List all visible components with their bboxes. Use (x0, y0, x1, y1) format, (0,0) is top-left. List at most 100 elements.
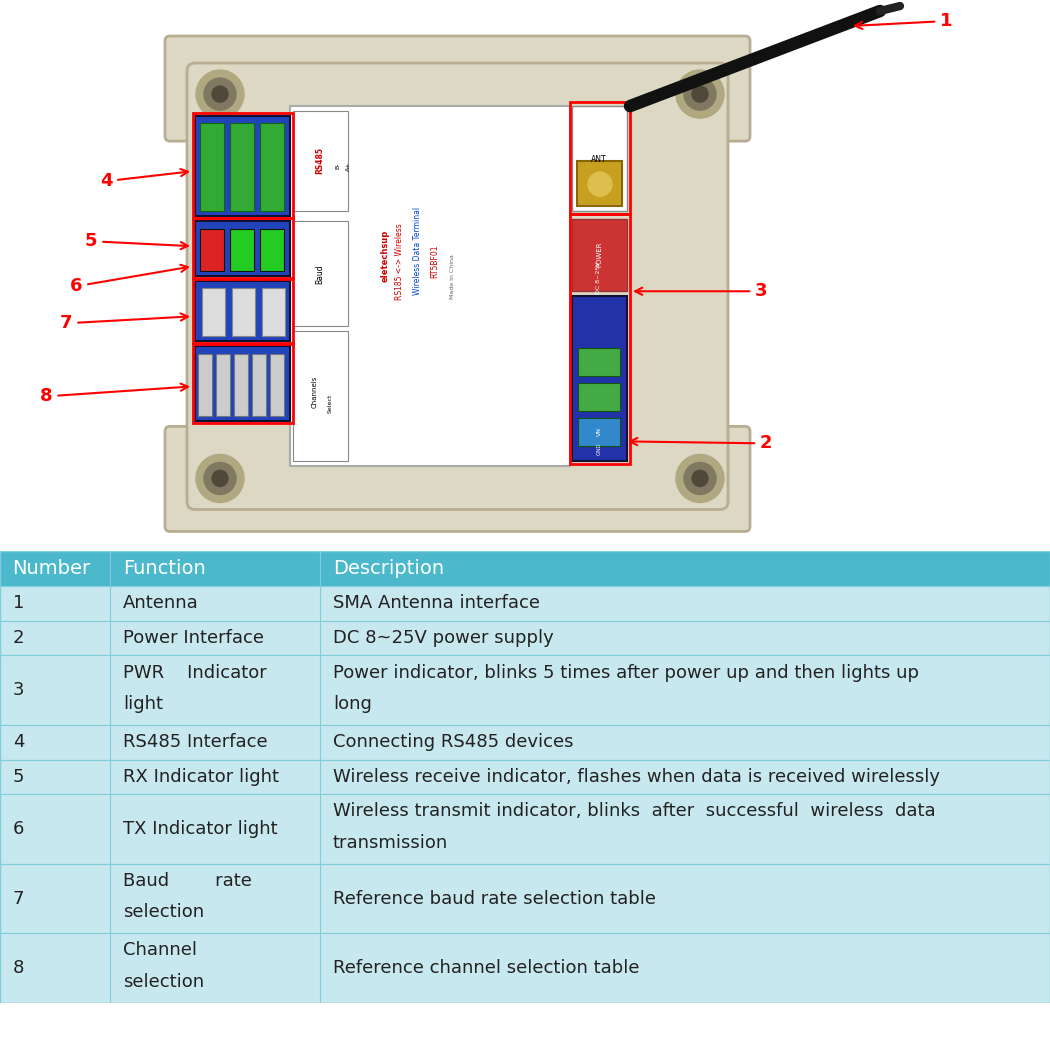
Bar (193, 344, 293, 423)
Bar (0, 551, 1050, 586)
Bar (578, 418, 619, 446)
Bar (578, 349, 619, 376)
Text: PWR    Indicator: PWR Indicator (123, 664, 267, 681)
Bar (0, 724, 1050, 759)
Text: Baud        rate: Baud rate (123, 872, 252, 890)
Circle shape (676, 455, 724, 503)
Bar (0, 655, 1050, 724)
Bar (193, 279, 293, 343)
Circle shape (588, 172, 612, 196)
Text: Description: Description (333, 559, 444, 579)
Circle shape (684, 78, 716, 110)
Circle shape (212, 86, 228, 102)
Bar (202, 289, 225, 336)
Bar (570, 214, 630, 464)
Bar (232, 289, 255, 336)
Text: ANT: ANT (591, 154, 607, 164)
Circle shape (204, 462, 236, 495)
Circle shape (204, 78, 236, 110)
Bar (230, 123, 254, 211)
Text: transmission: transmission (333, 834, 448, 852)
FancyBboxPatch shape (187, 63, 728, 509)
Text: Baud: Baud (315, 265, 324, 285)
Text: 8: 8 (13, 959, 24, 977)
Text: Wireless transmit indicator, blinks  after  successful  wireless  data: Wireless transmit indicator, blinks afte… (333, 802, 936, 820)
Bar (195, 346, 290, 421)
Text: 5: 5 (13, 768, 24, 786)
Text: RX Indicator light: RX Indicator light (123, 768, 279, 786)
Text: SMA Antenna interface: SMA Antenna interface (333, 594, 540, 612)
Text: 6: 6 (13, 820, 24, 838)
Text: Antenna: Antenna (123, 594, 198, 612)
Bar (260, 123, 284, 211)
Text: GND: GND (596, 442, 602, 455)
Text: 8: 8 (40, 383, 188, 405)
Bar (260, 229, 284, 271)
Circle shape (684, 462, 716, 495)
FancyBboxPatch shape (165, 36, 750, 141)
Circle shape (196, 455, 244, 503)
Bar (195, 222, 290, 276)
Text: Select: Select (328, 394, 333, 413)
Text: Connecting RS485 devices: Connecting RS485 devices (333, 733, 573, 751)
Text: RS485: RS485 (315, 147, 324, 173)
Bar (200, 229, 224, 271)
Bar (0, 795, 1050, 864)
Text: 2: 2 (13, 629, 24, 647)
Bar (293, 332, 348, 461)
Text: Power Interface: Power Interface (123, 629, 264, 647)
Bar (195, 117, 290, 216)
Bar (0, 759, 1050, 795)
Text: eletechsup: eletechsup (380, 230, 390, 282)
Text: VN: VN (596, 427, 602, 436)
Bar (578, 161, 622, 206)
Bar (293, 111, 348, 211)
Text: Made in China: Made in China (449, 254, 455, 298)
Bar (293, 222, 348, 327)
Bar (193, 113, 293, 218)
Bar (198, 354, 212, 417)
Bar (572, 219, 627, 291)
Text: selection: selection (123, 903, 204, 921)
Text: DC 8~25V: DC 8~25V (596, 262, 602, 294)
Text: light: light (123, 695, 163, 713)
Bar (252, 354, 266, 417)
Text: 2: 2 (630, 435, 773, 453)
Text: 4: 4 (100, 169, 188, 190)
Text: 3: 3 (635, 282, 768, 300)
Text: long: long (333, 695, 372, 713)
Bar (572, 106, 627, 211)
Circle shape (196, 70, 244, 118)
Text: Power indicator, blinks 5 times after power up and then lights up: Power indicator, blinks 5 times after po… (333, 664, 919, 681)
Text: TX Indicator light: TX Indicator light (123, 820, 277, 838)
Circle shape (692, 470, 708, 486)
Bar (195, 281, 290, 341)
Text: 7: 7 (60, 313, 188, 332)
Text: Reference channel selection table: Reference channel selection table (333, 959, 639, 977)
Bar (234, 354, 248, 417)
Circle shape (212, 470, 228, 486)
Bar (200, 123, 224, 211)
Bar (578, 383, 619, 412)
Text: 5: 5 (85, 232, 188, 250)
Text: Channel: Channel (123, 942, 196, 960)
Bar (570, 102, 630, 214)
Bar (193, 218, 293, 278)
Bar (290, 106, 570, 466)
Text: RS485 Interface: RS485 Interface (123, 733, 268, 751)
FancyBboxPatch shape (165, 426, 750, 531)
Text: A+: A+ (345, 162, 351, 171)
Text: 4: 4 (13, 733, 24, 751)
Bar (0, 621, 1050, 655)
Text: 1: 1 (13, 594, 24, 612)
Text: DC 8~25V power supply: DC 8~25V power supply (333, 629, 553, 647)
Text: Wireless Data Terminal: Wireless Data Terminal (414, 207, 422, 295)
Text: Wireless receive indicator, flashes when data is received wirelessly: Wireless receive indicator, flashes when… (333, 768, 940, 786)
Bar (216, 354, 230, 417)
Text: 3: 3 (13, 681, 24, 699)
Text: selection: selection (123, 972, 204, 990)
Text: RT5BF01: RT5BF01 (430, 245, 440, 278)
Text: RS185 <-> Wireless: RS185 <-> Wireless (396, 223, 404, 299)
Text: POWER: POWER (596, 242, 602, 267)
Bar (230, 229, 254, 271)
